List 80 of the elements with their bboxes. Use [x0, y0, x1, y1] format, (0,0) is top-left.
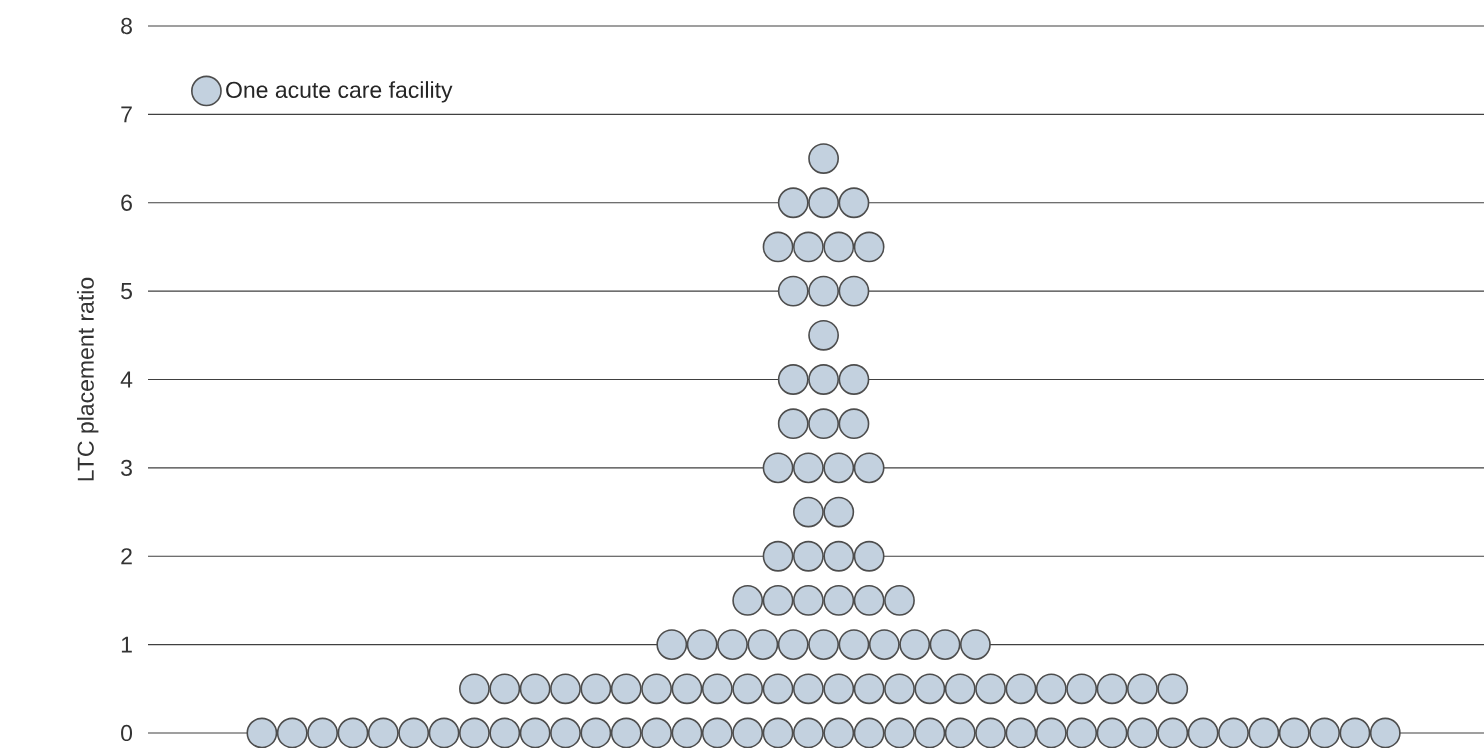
point	[656, 629, 688, 661]
point	[884, 673, 915, 705]
point	[899, 629, 931, 661]
point	[838, 364, 870, 395]
point	[762, 673, 794, 705]
point	[853, 540, 885, 572]
point	[762, 540, 794, 572]
point	[1127, 673, 1158, 705]
point	[808, 629, 839, 661]
point	[823, 673, 855, 705]
point	[1096, 673, 1128, 705]
point	[853, 231, 885, 263]
point	[777, 187, 809, 219]
point	[777, 629, 809, 661]
y-tick-label: 3	[121, 459, 132, 476]
point	[884, 585, 915, 616]
point	[641, 673, 672, 705]
point	[1157, 673, 1189, 705]
point	[808, 275, 839, 307]
point	[793, 496, 824, 528]
point	[777, 275, 809, 307]
y-tick-label: 4	[120, 371, 133, 388]
point	[762, 231, 794, 263]
point	[519, 673, 551, 705]
point	[777, 408, 809, 440]
point	[838, 408, 870, 440]
point	[610, 673, 642, 705]
y-tick-label: 1	[121, 636, 132, 653]
point	[701, 673, 733, 705]
point	[732, 585, 764, 616]
point	[1066, 673, 1098, 705]
point	[808, 364, 839, 395]
point	[793, 231, 824, 263]
point	[550, 673, 581, 705]
point	[914, 673, 946, 705]
point	[793, 452, 824, 484]
point	[823, 496, 855, 528]
point	[489, 673, 521, 705]
y-tick-label: 2	[121, 548, 132, 565]
point	[853, 585, 885, 616]
y-axis-title: LTC placement ratio	[76, 277, 99, 481]
point	[823, 585, 855, 616]
point	[793, 540, 824, 572]
point	[823, 540, 855, 572]
point	[944, 673, 976, 705]
y-tick-label: 5	[121, 283, 132, 300]
point	[762, 452, 794, 484]
point	[823, 231, 855, 263]
point	[1035, 673, 1067, 705]
y-tick-label: 8	[121, 17, 132, 35]
point	[838, 275, 870, 307]
point	[732, 673, 764, 705]
point	[838, 629, 870, 661]
point	[793, 585, 824, 616]
point	[808, 143, 839, 174]
point	[853, 452, 885, 484]
y-tick-label: 7	[121, 106, 132, 123]
point	[793, 673, 824, 705]
point	[853, 673, 885, 705]
point	[762, 585, 794, 616]
point	[686, 629, 718, 661]
legend-label: One acute care facility	[226, 81, 453, 103]
point	[808, 187, 839, 219]
point	[747, 629, 779, 661]
point	[1005, 673, 1037, 705]
y-tick-label: 6	[121, 194, 132, 211]
point	[929, 629, 961, 661]
point	[975, 673, 1006, 705]
point	[717, 629, 748, 661]
point	[459, 673, 490, 705]
y-tick-label: 0	[121, 724, 133, 742]
point	[868, 629, 900, 661]
point	[838, 187, 870, 219]
point	[823, 452, 855, 484]
point	[808, 408, 839, 440]
point	[580, 673, 612, 705]
point	[808, 319, 839, 351]
point	[960, 629, 991, 661]
point	[671, 673, 703, 705]
point	[777, 364, 809, 395]
